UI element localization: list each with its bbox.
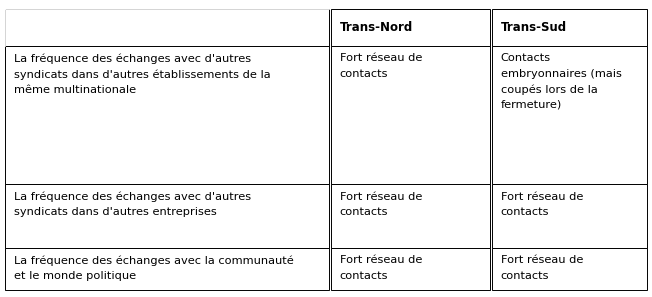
Text: Contacts
embryonnaires (mais
coupés lors de la
fermeture): Contacts embryonnaires (mais coupés lors… — [501, 53, 621, 110]
Bar — [331, 46, 490, 184]
Bar — [5, 9, 329, 46]
Bar — [492, 248, 647, 290]
Text: Fort réseau de
contacts: Fort réseau de contacts — [340, 192, 422, 217]
Bar — [331, 9, 490, 46]
Text: Fort réseau de
contacts: Fort réseau de contacts — [340, 255, 422, 281]
Bar — [492, 184, 647, 248]
Text: La fréquence des échanges avec d'autres
syndicats dans d'autres entreprises: La fréquence des échanges avec d'autres … — [14, 192, 251, 217]
Bar — [331, 248, 490, 290]
Bar — [5, 248, 329, 290]
Text: Fort réseau de
contacts: Fort réseau de contacts — [340, 53, 422, 79]
Bar — [5, 184, 329, 248]
Text: Fort réseau de
contacts: Fort réseau de contacts — [501, 192, 583, 217]
Bar — [331, 184, 490, 248]
Text: Fort réseau de
contacts: Fort réseau de contacts — [501, 255, 583, 281]
Text: La fréquence des échanges avec d'autres
syndicats dans d'autres établissements d: La fréquence des échanges avec d'autres … — [14, 53, 271, 95]
Text: Trans-Sud: Trans-Sud — [501, 21, 567, 34]
Text: Trans-Nord: Trans-Nord — [340, 21, 413, 34]
Bar — [492, 9, 647, 46]
Text: La fréquence des échanges avec la communauté
et le monde politique: La fréquence des échanges avec la commun… — [14, 255, 293, 281]
Bar — [492, 46, 647, 184]
Bar — [5, 46, 329, 184]
